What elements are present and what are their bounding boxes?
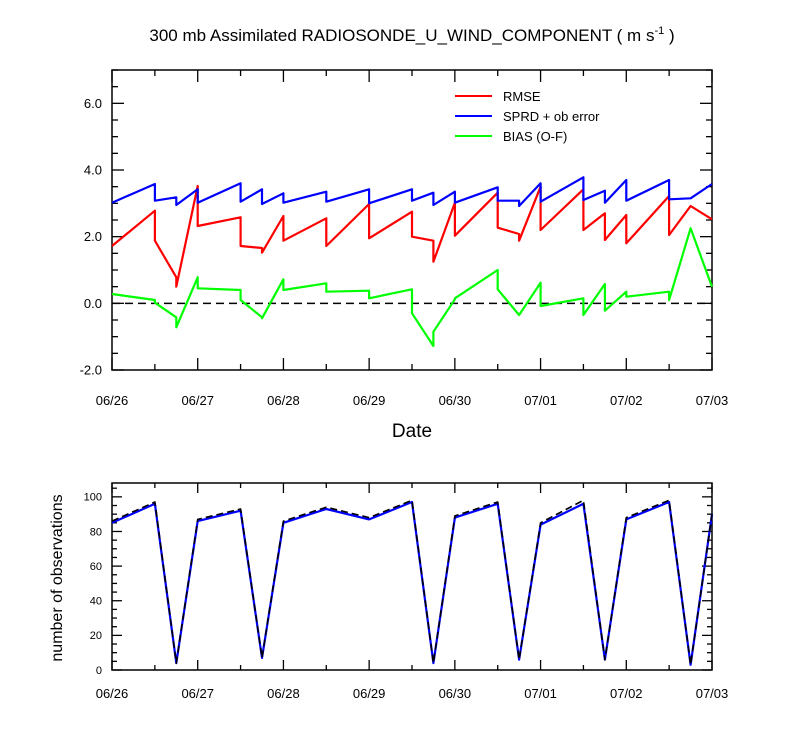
top-y-tick-labels: -2.0 0.0 2.0 4.0 6.0 xyxy=(80,96,102,378)
chart-title-exponent: -1 xyxy=(654,25,664,37)
legend-label: SPRD + ob error xyxy=(503,109,600,124)
x-tick-label: 07/01 xyxy=(524,686,557,701)
y-tick-label: 60 xyxy=(90,561,102,573)
legend-label: RMSE xyxy=(503,89,541,104)
x-tick-label: 07/03 xyxy=(696,393,729,408)
x-tick-label: 07/02 xyxy=(610,393,643,408)
bottom-series-group xyxy=(111,499,714,666)
legend: RMSE SPRD + ob error BIAS (O-F) xyxy=(455,89,600,144)
x-tick-label: 06/30 xyxy=(439,686,472,701)
y-tick-label: 4.0 xyxy=(84,163,102,178)
top-axis-ticks xyxy=(111,69,713,371)
chart-title-close: ) xyxy=(664,26,674,45)
bottom-plot-frame xyxy=(111,482,713,671)
y-tick-label: -2.0 xyxy=(80,363,102,378)
y-tick-label: 20 xyxy=(90,630,102,642)
y-tick-label: 6.0 xyxy=(84,96,102,111)
y-tick-label: 40 xyxy=(90,596,102,608)
series-line-rmse xyxy=(111,184,713,288)
x-tick-label: 06/27 xyxy=(181,393,214,408)
top-x-tick-labels: 06/26 06/27 06/28 06/29 06/30 07/01 07/02 07/03 xyxy=(96,393,729,408)
y-tick-label: 0.0 xyxy=(84,296,102,311)
x-tick-label: 07/01 xyxy=(524,393,557,408)
x-tick-label: 06/28 xyxy=(267,393,300,408)
x-tick-label: 06/30 xyxy=(439,393,472,408)
y-tick-label: 2.0 xyxy=(84,229,102,244)
y-tick-label: 100 xyxy=(84,492,102,504)
y-axis-label-observations: number of observations xyxy=(49,494,66,661)
x-axis-label: Date xyxy=(392,421,432,442)
y-tick-label: 80 xyxy=(90,526,102,538)
bottom-axis-ticks xyxy=(111,483,713,671)
series-line-assimilated xyxy=(111,500,714,666)
x-tick-label: 07/03 xyxy=(696,686,729,701)
series-line-total xyxy=(111,499,713,666)
chart-title: 300 mb Assimilated RADIOSONDE_U_WIND_COM… xyxy=(149,25,674,45)
x-tick-label: 06/29 xyxy=(353,686,386,701)
x-tick-label: 06/28 xyxy=(267,686,300,701)
x-tick-label: 06/26 xyxy=(96,686,129,701)
bottom-y-tick-labels: 0 20 40 60 80 100 xyxy=(84,492,102,677)
series-line-bias-o-f xyxy=(111,227,714,348)
bottom-x-tick-labels: 06/26 06/27 06/28 06/29 06/30 07/01 07/02 07/03 xyxy=(96,686,729,701)
chart-title-main: 300 mb Assimilated RADIOSONDE_U_WIND_COM… xyxy=(149,26,654,45)
legend-label: BIAS (O-F) xyxy=(503,129,567,144)
x-tick-label: 07/02 xyxy=(610,686,643,701)
x-tick-label: 06/29 xyxy=(353,393,386,408)
top-series-group xyxy=(111,176,714,348)
y-tick-label: 0 xyxy=(96,665,102,677)
x-tick-label: 06/27 xyxy=(181,686,214,701)
series-line-sprd-ob-error xyxy=(111,176,713,208)
x-tick-label: 06/26 xyxy=(96,393,129,408)
